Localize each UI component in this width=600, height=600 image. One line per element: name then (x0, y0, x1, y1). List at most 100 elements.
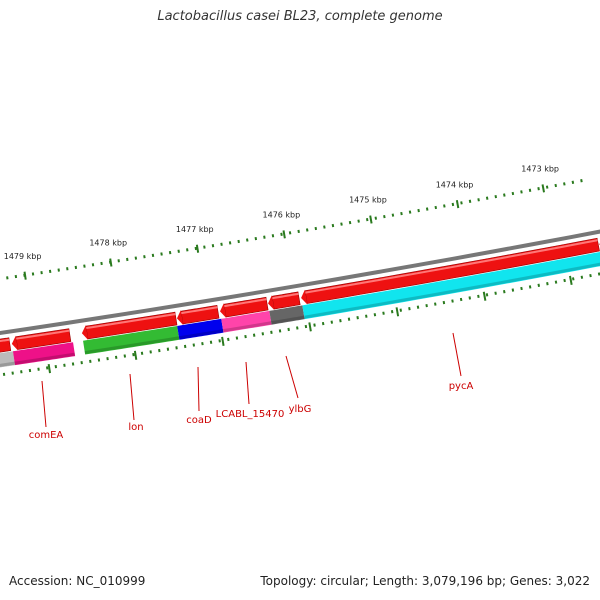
tick-label: 1479 kbp (4, 252, 42, 261)
minor-tick (477, 294, 480, 299)
svg-text:ylbG: ylbG (289, 404, 312, 415)
cog-block (302, 251, 600, 320)
minor-tick (546, 282, 549, 286)
major-tick (47, 363, 52, 374)
minor-tick (468, 199, 472, 203)
major-tick (23, 271, 27, 280)
minor-tick (460, 201, 463, 205)
minor-tick (537, 283, 541, 287)
svg-text:pycA: pycA (449, 381, 474, 392)
minor-tick (451, 299, 454, 303)
minor-tick (503, 290, 506, 294)
minor-tick (356, 316, 359, 320)
minor-tick (563, 182, 566, 186)
major-tick (195, 244, 200, 253)
minor-tick (494, 291, 497, 295)
minor-tick (554, 280, 558, 284)
minor-tick (330, 320, 334, 324)
major-tick (221, 336, 225, 346)
cog-block (221, 310, 272, 333)
gene-6-arrow (268, 291, 301, 311)
minor-tick (348, 220, 352, 225)
minor-tick (554, 183, 557, 188)
major-tick (569, 275, 573, 285)
minor-tick (545, 185, 549, 189)
minor-tick (425, 303, 428, 308)
minor-tick (321, 321, 325, 326)
gene-3-arrow (81, 311, 178, 340)
major-tick (395, 307, 400, 317)
minor-tick (477, 198, 480, 202)
cog-color-track (0, 251, 600, 368)
gene-2-arrow (11, 328, 72, 351)
tick-label: 1476 kbp (263, 211, 301, 220)
cog-block (12, 342, 76, 366)
tick-label: 1478 kbp (89, 239, 127, 248)
minor-tick (434, 205, 438, 210)
minor-tick (417, 208, 420, 213)
minor-tick (528, 285, 532, 289)
minor-tick (382, 311, 385, 315)
gene-label-lon: lon (128, 373, 144, 433)
major-tick (308, 322, 312, 332)
minor-tick (443, 204, 446, 208)
forward-genes (0, 237, 600, 353)
major-tick (109, 258, 113, 267)
minor-tick (408, 307, 411, 311)
minor-tick (390, 310, 394, 314)
minor-tick (468, 296, 472, 300)
minor-tick (314, 226, 318, 231)
gene-label-comea: comEA (29, 380, 63, 441)
svg-text:lon: lon (128, 422, 143, 433)
minor-tick (400, 211, 403, 216)
major-tick (482, 291, 487, 301)
cog-block (83, 325, 180, 355)
minor-tick (589, 273, 592, 278)
minor-tick (347, 317, 351, 321)
minor-tick (503, 193, 506, 197)
major-tick (133, 350, 138, 360)
minor-tick (365, 314, 368, 318)
minor-tick (297, 229, 300, 234)
tick-label: 1475 kbp (349, 196, 387, 205)
minor-tick (459, 297, 463, 302)
cog-block (0, 351, 15, 368)
minor-tick (520, 286, 523, 291)
cog-block (177, 318, 224, 340)
minor-tick (580, 179, 583, 183)
minor-tick (340, 222, 343, 226)
minor-tick (580, 275, 584, 279)
minor-tick (451, 202, 455, 207)
minor-tick (485, 196, 489, 200)
major-tick (282, 230, 286, 239)
accession-text: Accession: NC_010999 (9, 574, 146, 588)
minor-tick (511, 191, 515, 196)
minor-tick (399, 308, 403, 312)
minor-tick (323, 225, 326, 229)
minor-tick (339, 319, 342, 323)
gene-labels: comEA lon coaD LCABL_15470 ylbG pycA (29, 332, 474, 441)
tick-label: 1474 kbp (436, 180, 474, 189)
major-tick (455, 199, 460, 209)
genome-summary-text: Topology: circular; Length: 3,079,196 bp… (260, 574, 590, 588)
minor-tick (408, 210, 412, 214)
backbone-arc (0, 229, 600, 336)
minor-tick (563, 278, 566, 283)
tick-label: 1477 kbp (176, 225, 214, 234)
svg-text:coaD: coaD (186, 415, 212, 426)
minor-tick (373, 313, 377, 317)
minor-tick (528, 188, 532, 192)
minor-tick (374, 216, 378, 220)
minor-tick (520, 190, 523, 194)
gene-label-lcabl_15470: LCABL_15470 (216, 361, 284, 420)
map-title: Lactobacillus casei BL23, complete genom… (157, 9, 443, 24)
tick-marks: 1479 kbp 1478 kbp 1477 kbp 1476 kbp 1475 kbp… (2, 165, 600, 376)
gene-label-coad: coaD (186, 366, 212, 426)
cog-block (269, 305, 305, 325)
minor-tick (597, 272, 600, 276)
tick-label: 1473 kbp (521, 165, 559, 174)
minor-tick (434, 302, 437, 306)
gene-5-arrow (220, 296, 269, 318)
minor-tick (416, 305, 420, 309)
